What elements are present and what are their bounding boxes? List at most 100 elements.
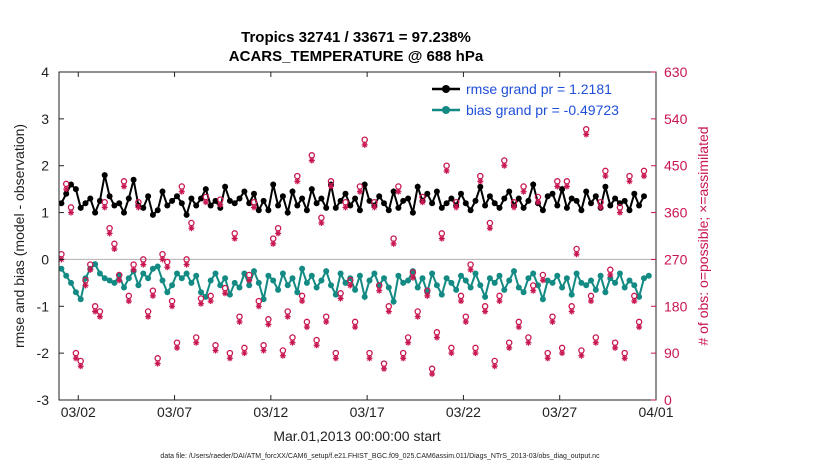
obs-assimilated-point: [448, 350, 455, 357]
bias-point: [323, 268, 330, 275]
y2-tick-label: 270: [664, 251, 688, 267]
bias-point: [621, 284, 628, 291]
obs-assimilated-point: [328, 183, 334, 190]
bias-point: [549, 279, 556, 286]
obs-assimilated-point: [284, 313, 291, 320]
rmse-point: [260, 197, 267, 204]
bias-point: [583, 282, 590, 289]
obs-assimilated-point: [174, 344, 180, 351]
rmse-point: [549, 190, 556, 197]
obs-assimilated-point: [275, 230, 282, 237]
rmse-point: [602, 183, 609, 190]
legend-rmse-label: rmse grand pr = 1.2181: [466, 81, 612, 97]
bias-point: [92, 261, 99, 268]
bias-point: [188, 279, 195, 286]
bias-point: [135, 282, 142, 289]
obs-assimilated-point: [342, 204, 349, 211]
bias-point: [313, 284, 320, 291]
rmse-point: [284, 209, 291, 216]
bias-point: [612, 279, 619, 286]
rmse-point: [164, 202, 171, 209]
bias-point: [366, 277, 373, 284]
x-tick-label: 03/12: [253, 404, 288, 420]
bias-point: [448, 279, 455, 286]
bias-point: [588, 277, 594, 284]
rmse-point: [77, 204, 84, 211]
obs-assimilated-point: [101, 204, 108, 211]
rmse-point: [294, 202, 301, 209]
y-tick-label: 3: [41, 111, 49, 127]
obs-assimilated-point: [183, 261, 190, 268]
bias-point: [111, 279, 118, 286]
rmse-point: [515, 195, 522, 202]
bias-point: [289, 275, 296, 282]
bias-point: [405, 277, 412, 284]
rmse-point: [116, 200, 123, 207]
obs-assimilated-point: [486, 225, 493, 232]
legend-rmse-marker: [442, 85, 450, 93]
rmse-point: [188, 195, 195, 202]
rmse-point: [303, 207, 310, 214]
bias-point: [616, 270, 623, 277]
obs-assimilated-point: [612, 344, 619, 351]
bias-point: [631, 282, 638, 289]
obs-assimilated-point: [515, 324, 522, 331]
obs-assimilated-point: [164, 264, 171, 271]
bias-point: [231, 279, 238, 286]
bias-point: [511, 268, 517, 275]
data-file-footnote: data file: /Users/raeder/DAI/ATM_forcXX/…: [160, 453, 600, 460]
rmse-point: [491, 200, 498, 207]
bias-point: [246, 282, 253, 289]
bias-point: [279, 270, 286, 277]
rmse-point: [438, 204, 445, 211]
obs-assimilated-point: [188, 225, 195, 232]
obs-assimilated-point: [458, 298, 464, 305]
bias-point: [328, 282, 334, 289]
obs-assimilated-point: [63, 186, 70, 193]
y2-axis-label: # of obs: o=possible; ×=assimilated: [695, 126, 711, 345]
obs-assimilated-point: [578, 352, 585, 359]
rmse-point: [342, 190, 349, 197]
bias-point: [121, 284, 127, 291]
bias-point: [260, 296, 267, 303]
rmse-point: [68, 181, 74, 188]
rmse-point: [520, 204, 527, 211]
bias-point: [59, 265, 65, 272]
obs-assimilated-point: [92, 308, 99, 315]
obs-assimilated-point: [154, 360, 161, 367]
bias-point: [198, 289, 204, 296]
y-tick-label: -3: [37, 392, 50, 408]
bias-point: [178, 275, 185, 282]
bias-point: [486, 275, 493, 282]
obs-assimilated-point: [361, 141, 368, 148]
rmse-point: [400, 197, 407, 204]
rmse-point: [337, 197, 344, 204]
rmse-point: [506, 188, 513, 195]
obs-assimilated-point: [265, 321, 272, 328]
obs-assimilated-point: [87, 266, 94, 273]
rmse-point: [101, 172, 108, 179]
obs-assimilated-point: [289, 339, 296, 346]
rmse-point: [241, 188, 248, 195]
obs-assimilated-point: [395, 188, 402, 195]
rmse-point: [323, 204, 330, 211]
bias-point: [453, 286, 460, 293]
obs-assimilated-point: [371, 204, 378, 211]
bias-point: [462, 277, 469, 284]
obs-assimilated-point: [121, 183, 127, 190]
rmse-point: [467, 207, 474, 214]
obs-assimilated-point: [496, 298, 503, 305]
rmse-point: [366, 197, 373, 204]
rmse-point: [496, 204, 503, 211]
bias-point: [597, 272, 604, 279]
rmse-point: [178, 200, 185, 207]
obs-assimilated-point: [419, 199, 426, 206]
obs-assimilated-point: [539, 277, 546, 284]
rmse-point: [395, 204, 402, 211]
rmse-point: [462, 200, 469, 207]
obs-assimilated-point: [145, 313, 152, 320]
obs-assimilated-point: [429, 371, 436, 377]
obs-assimilated-point: [313, 342, 320, 349]
bias-point: [641, 275, 647, 282]
bias-point: [573, 270, 580, 277]
